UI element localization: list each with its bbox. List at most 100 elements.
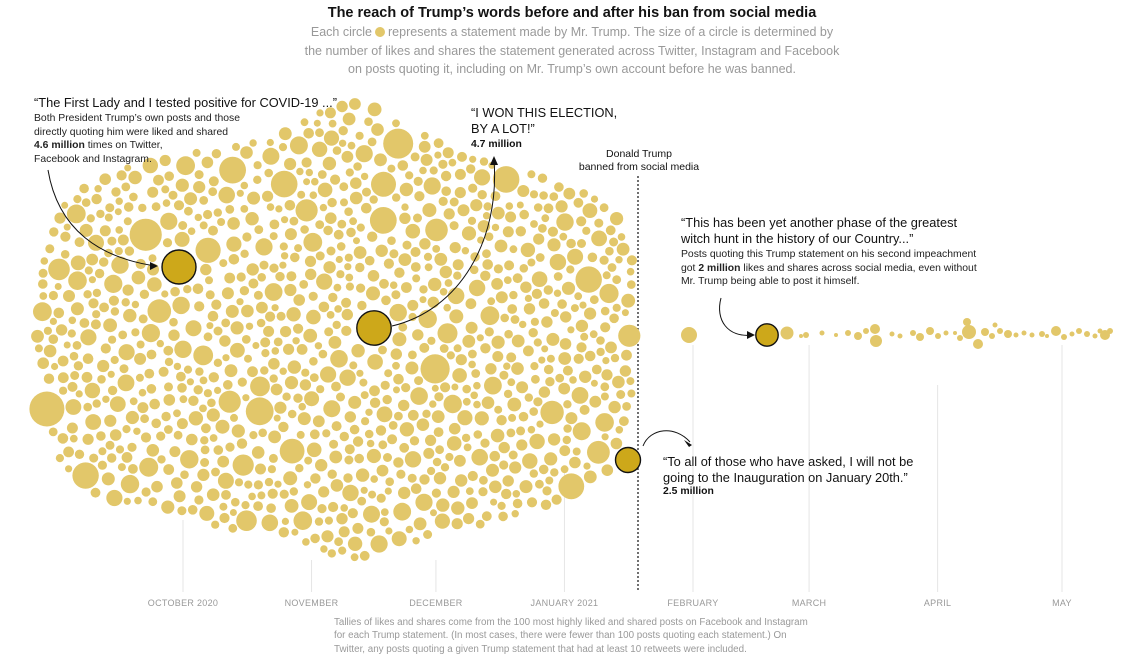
statement-circle bbox=[219, 512, 230, 524]
statement-circle bbox=[350, 553, 359, 562]
statement-circle bbox=[208, 372, 219, 383]
statement-circle bbox=[148, 497, 158, 507]
statement-circle bbox=[199, 404, 207, 413]
statement-circle bbox=[371, 123, 384, 136]
statement-circle bbox=[299, 379, 312, 391]
statement-circle bbox=[484, 376, 502, 395]
statement-circle bbox=[493, 264, 503, 274]
statement-circle bbox=[590, 195, 599, 203]
statement-circle bbox=[221, 318, 231, 328]
arrowheads bbox=[150, 156, 755, 447]
statement-circle bbox=[245, 322, 254, 330]
statement-circle bbox=[257, 491, 266, 500]
statement-circle bbox=[338, 126, 348, 136]
statement-circle bbox=[508, 413, 517, 422]
statement-circle bbox=[284, 376, 299, 390]
statement-circle bbox=[681, 327, 697, 343]
statement-circle bbox=[242, 394, 250, 402]
statement-circle bbox=[533, 397, 543, 407]
statement-circle bbox=[610, 353, 620, 363]
statement-circle bbox=[234, 478, 244, 487]
statement-circle bbox=[70, 302, 84, 316]
statement-circle bbox=[280, 252, 289, 260]
statement-circle bbox=[164, 382, 173, 392]
statement-circle bbox=[365, 408, 373, 416]
statement-circle bbox=[330, 174, 341, 185]
statement-circle bbox=[589, 330, 598, 339]
statement-circle bbox=[83, 402, 92, 412]
statement-circle bbox=[431, 488, 441, 498]
statement-circle bbox=[559, 338, 572, 350]
statement-circle bbox=[512, 273, 523, 284]
statement-circle bbox=[123, 497, 131, 505]
statement-circle bbox=[206, 322, 214, 330]
statement-circle bbox=[242, 232, 252, 242]
statement-circle bbox=[88, 234, 104, 251]
statement-circle bbox=[531, 374, 540, 384]
statement-circle bbox=[284, 283, 297, 297]
statement-circle bbox=[591, 230, 607, 247]
statement-circle bbox=[315, 128, 324, 138]
statement-circle bbox=[530, 317, 540, 326]
statement-circle bbox=[962, 325, 976, 339]
statement-circle bbox=[324, 327, 334, 337]
statement-circle bbox=[376, 493, 386, 503]
statement-circle bbox=[253, 175, 262, 184]
statement-circle bbox=[498, 441, 510, 454]
statement-circle bbox=[336, 513, 348, 525]
statement-circle bbox=[405, 525, 414, 534]
statement-circle bbox=[323, 261, 336, 274]
statement-circle bbox=[485, 363, 497, 375]
statement-circle bbox=[415, 493, 433, 511]
statement-circle bbox=[453, 271, 462, 280]
statement-circle bbox=[124, 246, 135, 256]
statement-circle bbox=[284, 200, 296, 211]
statement-circle bbox=[376, 464, 389, 477]
statement-circle bbox=[546, 332, 560, 346]
statement-circle bbox=[516, 201, 524, 209]
statement-circle bbox=[228, 523, 238, 533]
statement-circle bbox=[394, 267, 405, 278]
statement-circle bbox=[392, 332, 407, 347]
statement-circle bbox=[352, 522, 364, 534]
statement-circle bbox=[559, 232, 568, 241]
statement-circle bbox=[468, 349, 477, 359]
statement-circle bbox=[392, 193, 401, 202]
statement-circle bbox=[367, 231, 378, 242]
statement-circle bbox=[230, 321, 244, 335]
statement-circle bbox=[401, 203, 409, 211]
statement-circle bbox=[240, 205, 249, 213]
statement-circle bbox=[131, 270, 146, 285]
statement-circle bbox=[303, 178, 311, 186]
statement-circle bbox=[309, 357, 318, 366]
statement-circle bbox=[572, 422, 591, 441]
highlighted-statement-circle bbox=[161, 249, 197, 285]
statement-circle bbox=[218, 390, 241, 413]
statement-circle bbox=[547, 226, 559, 237]
statement-circle bbox=[63, 290, 75, 302]
statement-circle bbox=[383, 128, 414, 159]
statement-circle bbox=[63, 341, 71, 349]
statement-circle bbox=[168, 190, 178, 200]
statement-circle bbox=[107, 453, 117, 463]
statement-circle bbox=[293, 323, 304, 334]
statement-circle bbox=[418, 140, 431, 153]
statement-circle bbox=[1076, 328, 1082, 334]
statement-circle bbox=[200, 263, 212, 276]
statement-circle bbox=[594, 218, 604, 228]
statement-circle bbox=[378, 440, 388, 450]
statement-circle bbox=[289, 487, 298, 496]
statement-circle bbox=[63, 223, 71, 231]
statement-circle bbox=[245, 212, 259, 226]
statement-circle bbox=[439, 344, 449, 353]
statement-circle bbox=[910, 330, 916, 336]
statement-circle bbox=[268, 430, 281, 444]
statement-circle bbox=[563, 187, 576, 200]
statement-circle bbox=[602, 357, 610, 365]
statement-circle bbox=[471, 448, 489, 466]
statement-circle bbox=[218, 186, 235, 204]
statement-circle bbox=[199, 196, 209, 205]
statement-circle bbox=[407, 409, 419, 421]
statement-circle bbox=[490, 498, 498, 506]
statement-circle bbox=[528, 328, 538, 338]
